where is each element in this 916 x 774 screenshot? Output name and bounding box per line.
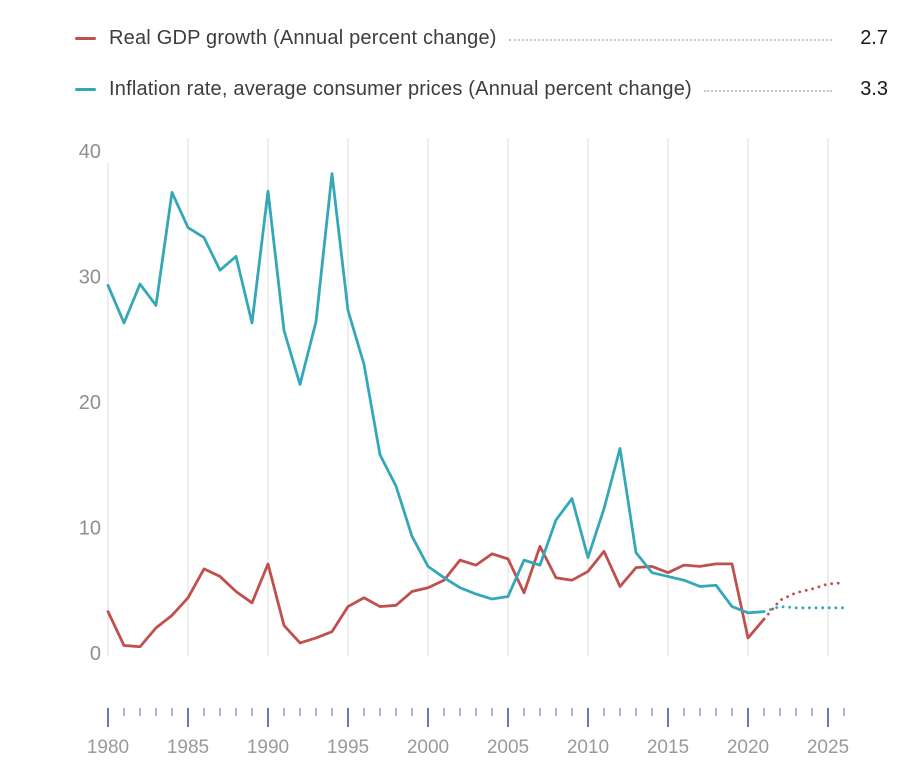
gdp-current-value: 2.7 [860,26,888,49]
svg-text:30: 30 [79,267,101,289]
svg-text:1980: 1980 [87,737,129,758]
inflation-projection-line [762,605,846,613]
svg-text:1990: 1990 [247,737,289,758]
svg-text:1995: 1995 [327,737,369,758]
leader-dots [703,90,832,92]
legend-item-inflation-rate: Inflation rate, average consumer prices … [75,75,888,103]
gdp-series-swatch-icon [75,36,96,40]
inflation-series-label: Inflation rate, average consumer prices … [109,77,692,100]
svg-text:10: 10 [79,518,101,540]
gdp-series-label: Real GDP growth (Annual percent change) [109,26,497,49]
x-axis-timeline[interactable] [107,708,845,727]
svg-text:2025: 2025 [807,737,849,758]
svg-text:0: 0 [90,643,101,665]
y-axis-labels: 0 10 20 30 40 [79,141,101,665]
svg-text:2000: 2000 [407,737,449,758]
svg-text:1985: 1985 [167,737,209,758]
svg-text:20: 20 [79,392,101,414]
svg-text:2010: 2010 [567,737,609,758]
gdp-projection-line [762,581,846,621]
inflation-series-swatch-icon [75,87,96,91]
svg-text:40: 40 [79,141,101,163]
legend: Real GDP growth (Annual percent change) … [75,24,888,103]
gdp-line [106,544,766,649]
svg-text:2020: 2020 [727,737,769,758]
inflation-current-value: 3.3 [860,77,888,100]
svg-text:2005: 2005 [487,737,529,758]
inflation-line [106,172,766,615]
gridlines [107,138,829,656]
leader-dots [508,39,832,41]
x-axis-year-labels: 1980 1985 1990 1995 2000 2005 2010 2015 2020 2025 [87,737,849,758]
svg-text:2015: 2015 [647,737,689,758]
legend-item-real-gdp-growth: Real GDP growth (Annual percent change) … [75,24,888,52]
